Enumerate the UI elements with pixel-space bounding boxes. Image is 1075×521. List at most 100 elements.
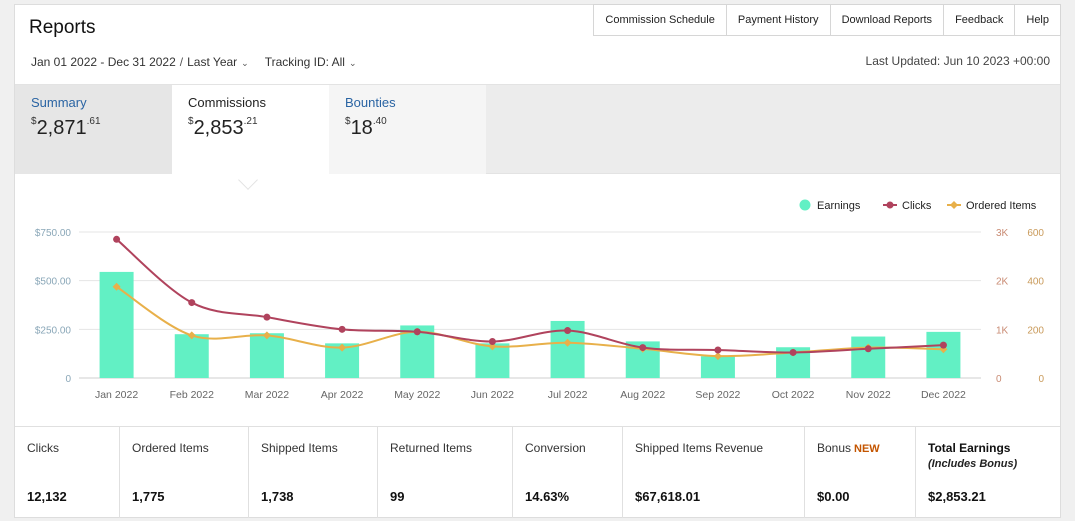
y-right-items-tick-label: 200	[1027, 325, 1044, 336]
stat-value: 99	[390, 489, 405, 504]
x-tick-label: Jul 2022	[548, 389, 588, 401]
date-range-separator: /	[179, 55, 184, 69]
tab-bounties[interactable]: Bounties $18.40	[329, 85, 486, 174]
y-right-items-tick-label: 600	[1027, 228, 1044, 239]
stat-total-earnings: Total Earnings (Includes Bonus) $2,853.2…	[916, 427, 1060, 518]
chevron-down-icon: ⌄	[241, 57, 249, 68]
clicks-point	[564, 327, 572, 335]
report-nav: Commission Schedule Payment History Down…	[593, 4, 1061, 36]
stat-ordered-items: Ordered Items 1,775	[120, 427, 249, 518]
stat-clicks: Clicks 12,132	[15, 427, 120, 518]
tab-commissions[interactable]: Commissions $2,853.21	[172, 85, 329, 175]
ordered-items-point	[563, 338, 572, 347]
clicks-point	[488, 338, 496, 345]
ordered-items-point	[713, 352, 722, 361]
x-tick-label: Aug 2022	[620, 389, 665, 401]
payment-history-link[interactable]: Payment History	[726, 4, 831, 36]
y-left-tick-label: $250.00	[35, 325, 72, 336]
tracking-id-dropdown[interactable]: Tracking ID: All ⌄	[265, 55, 357, 69]
y-right-items-tick-label: 400	[1027, 277, 1044, 288]
legend-earnings-swatch	[799, 199, 811, 211]
clicks-line	[115, 238, 944, 354]
clicks-point	[639, 344, 647, 352]
earnings-bar	[174, 334, 209, 378]
stat-label: Bonus NEW	[817, 441, 903, 455]
legend-clicks-marker	[886, 201, 894, 209]
stat-value: 1,775	[132, 489, 165, 504]
stat-label: Clicks	[27, 441, 59, 455]
legend-items-marker	[950, 201, 958, 209]
currency-symbol: $	[31, 116, 37, 128]
stat-returned-items: Returned Items 99	[378, 427, 513, 518]
currency-symbol: $	[345, 116, 351, 128]
y-right-clicks-tick-label: 2K	[996, 277, 1009, 288]
summary-tabs: Summary $2,871.61 Commissions $2,853.21 …	[15, 85, 1060, 175]
stat-label: Returned Items	[390, 441, 473, 455]
tab-summary[interactable]: Summary $2,871.61	[15, 85, 172, 174]
legend-label: Earnings	[817, 200, 861, 212]
stat-shipped-revenue: Shipped Items Revenue $67,618.01	[623, 427, 805, 518]
commission-schedule-link[interactable]: Commission Schedule	[593, 4, 727, 36]
tracking-id-text: Tracking ID: All	[264, 55, 345, 69]
x-tick-label: Apr 2022	[321, 389, 364, 401]
stat-shipped-items: Shipped Items 1,738	[249, 427, 378, 518]
help-link[interactable]: Help	[1015, 4, 1061, 36]
amount-cents: .61	[86, 116, 101, 128]
ordered-items-point	[112, 282, 121, 291]
earnings-bar	[926, 331, 961, 378]
stat-conversion: Conversion 14.63%	[513, 427, 623, 518]
stat-label: Shipped Items Revenue	[635, 441, 764, 455]
clicks-point	[413, 328, 421, 336]
clicks-point	[789, 348, 797, 356]
date-range-dropdown[interactable]: Jan 01 2022 - Dec 31 2022 / Last Year ⌄	[31, 55, 249, 69]
stat-value: $67,618.01	[635, 489, 701, 504]
last-updated-text: Last Updated: Jun 10 2023 +00:00	[865, 54, 1050, 68]
page-title: Reports	[29, 17, 96, 38]
reports-page: Reports Commission Schedule Payment Hist…	[14, 4, 1061, 518]
commissions-chart: 0 $250.00 $500.00 $750.00 0 1K 2K 3K 0 200 400 600 J…	[35, 199, 1044, 401]
tab-commissions-label: Commissions	[188, 95, 267, 110]
ordered-items-line	[116, 285, 944, 358]
amount-whole: 18	[350, 117, 373, 139]
earnings-bar	[700, 356, 735, 378]
legend-label: Clicks	[902, 200, 932, 212]
stat-label: Conversion	[525, 441, 586, 455]
x-tick-label: Nov 2022	[846, 389, 891, 401]
stat-value: $0.00	[817, 489, 850, 504]
clicks-point	[338, 325, 346, 333]
download-reports-link[interactable]: Download Reports	[830, 4, 945, 36]
x-tick-label: Dec 2022	[921, 389, 966, 401]
x-tick-label: Feb 2022	[170, 389, 215, 401]
legend-label: Ordered Items	[966, 200, 1037, 212]
stat-label: Ordered Items	[132, 441, 209, 455]
summary-amount: $2,871.61	[31, 116, 156, 140]
reports-header: Reports Commission Schedule Payment Hist…	[15, 4, 1061, 85]
tab-summary-label: Summary	[31, 95, 87, 110]
clicks-point	[714, 346, 722, 354]
amount-cents: .21	[243, 116, 258, 128]
x-tick-label: Oct 2022	[772, 389, 815, 401]
bounties-amount: $18.40	[345, 116, 470, 140]
feedback-link[interactable]: Feedback	[944, 4, 1016, 36]
tab-bounties-label: Bounties	[345, 95, 396, 110]
date-period-text: Last Year	[187, 55, 238, 69]
commissions-amount: $2,853.21	[188, 116, 313, 140]
x-tick-label: May 2022	[394, 389, 440, 401]
x-tick-label: Jan 2022	[95, 389, 138, 401]
earnings-bar	[249, 333, 284, 378]
amount-whole: 2,871	[36, 117, 87, 139]
amount-cents: .40	[372, 116, 387, 128]
bonus-label: Bonus	[817, 441, 852, 455]
stat-value: 14.63%	[525, 489, 570, 504]
date-range-text: Jan 01 2022 - Dec 31 2022	[31, 55, 176, 69]
stat-value: $2,853.21	[928, 489, 986, 504]
ordered-items-point	[187, 331, 196, 340]
filters-bar: Jan 01 2022 - Dec 31 2022 / Last Year ⌄ …	[31, 55, 357, 69]
amount-whole: 2,853	[193, 117, 244, 139]
y-right-clicks-tick-label: 1K	[996, 325, 1009, 336]
y-right-clicks-tick-label: 0	[996, 374, 1002, 385]
clicks-point	[113, 235, 121, 243]
clicks-point	[864, 345, 872, 353]
clicks-point	[263, 313, 271, 321]
y-right-items-tick-label: 0	[1038, 374, 1044, 385]
